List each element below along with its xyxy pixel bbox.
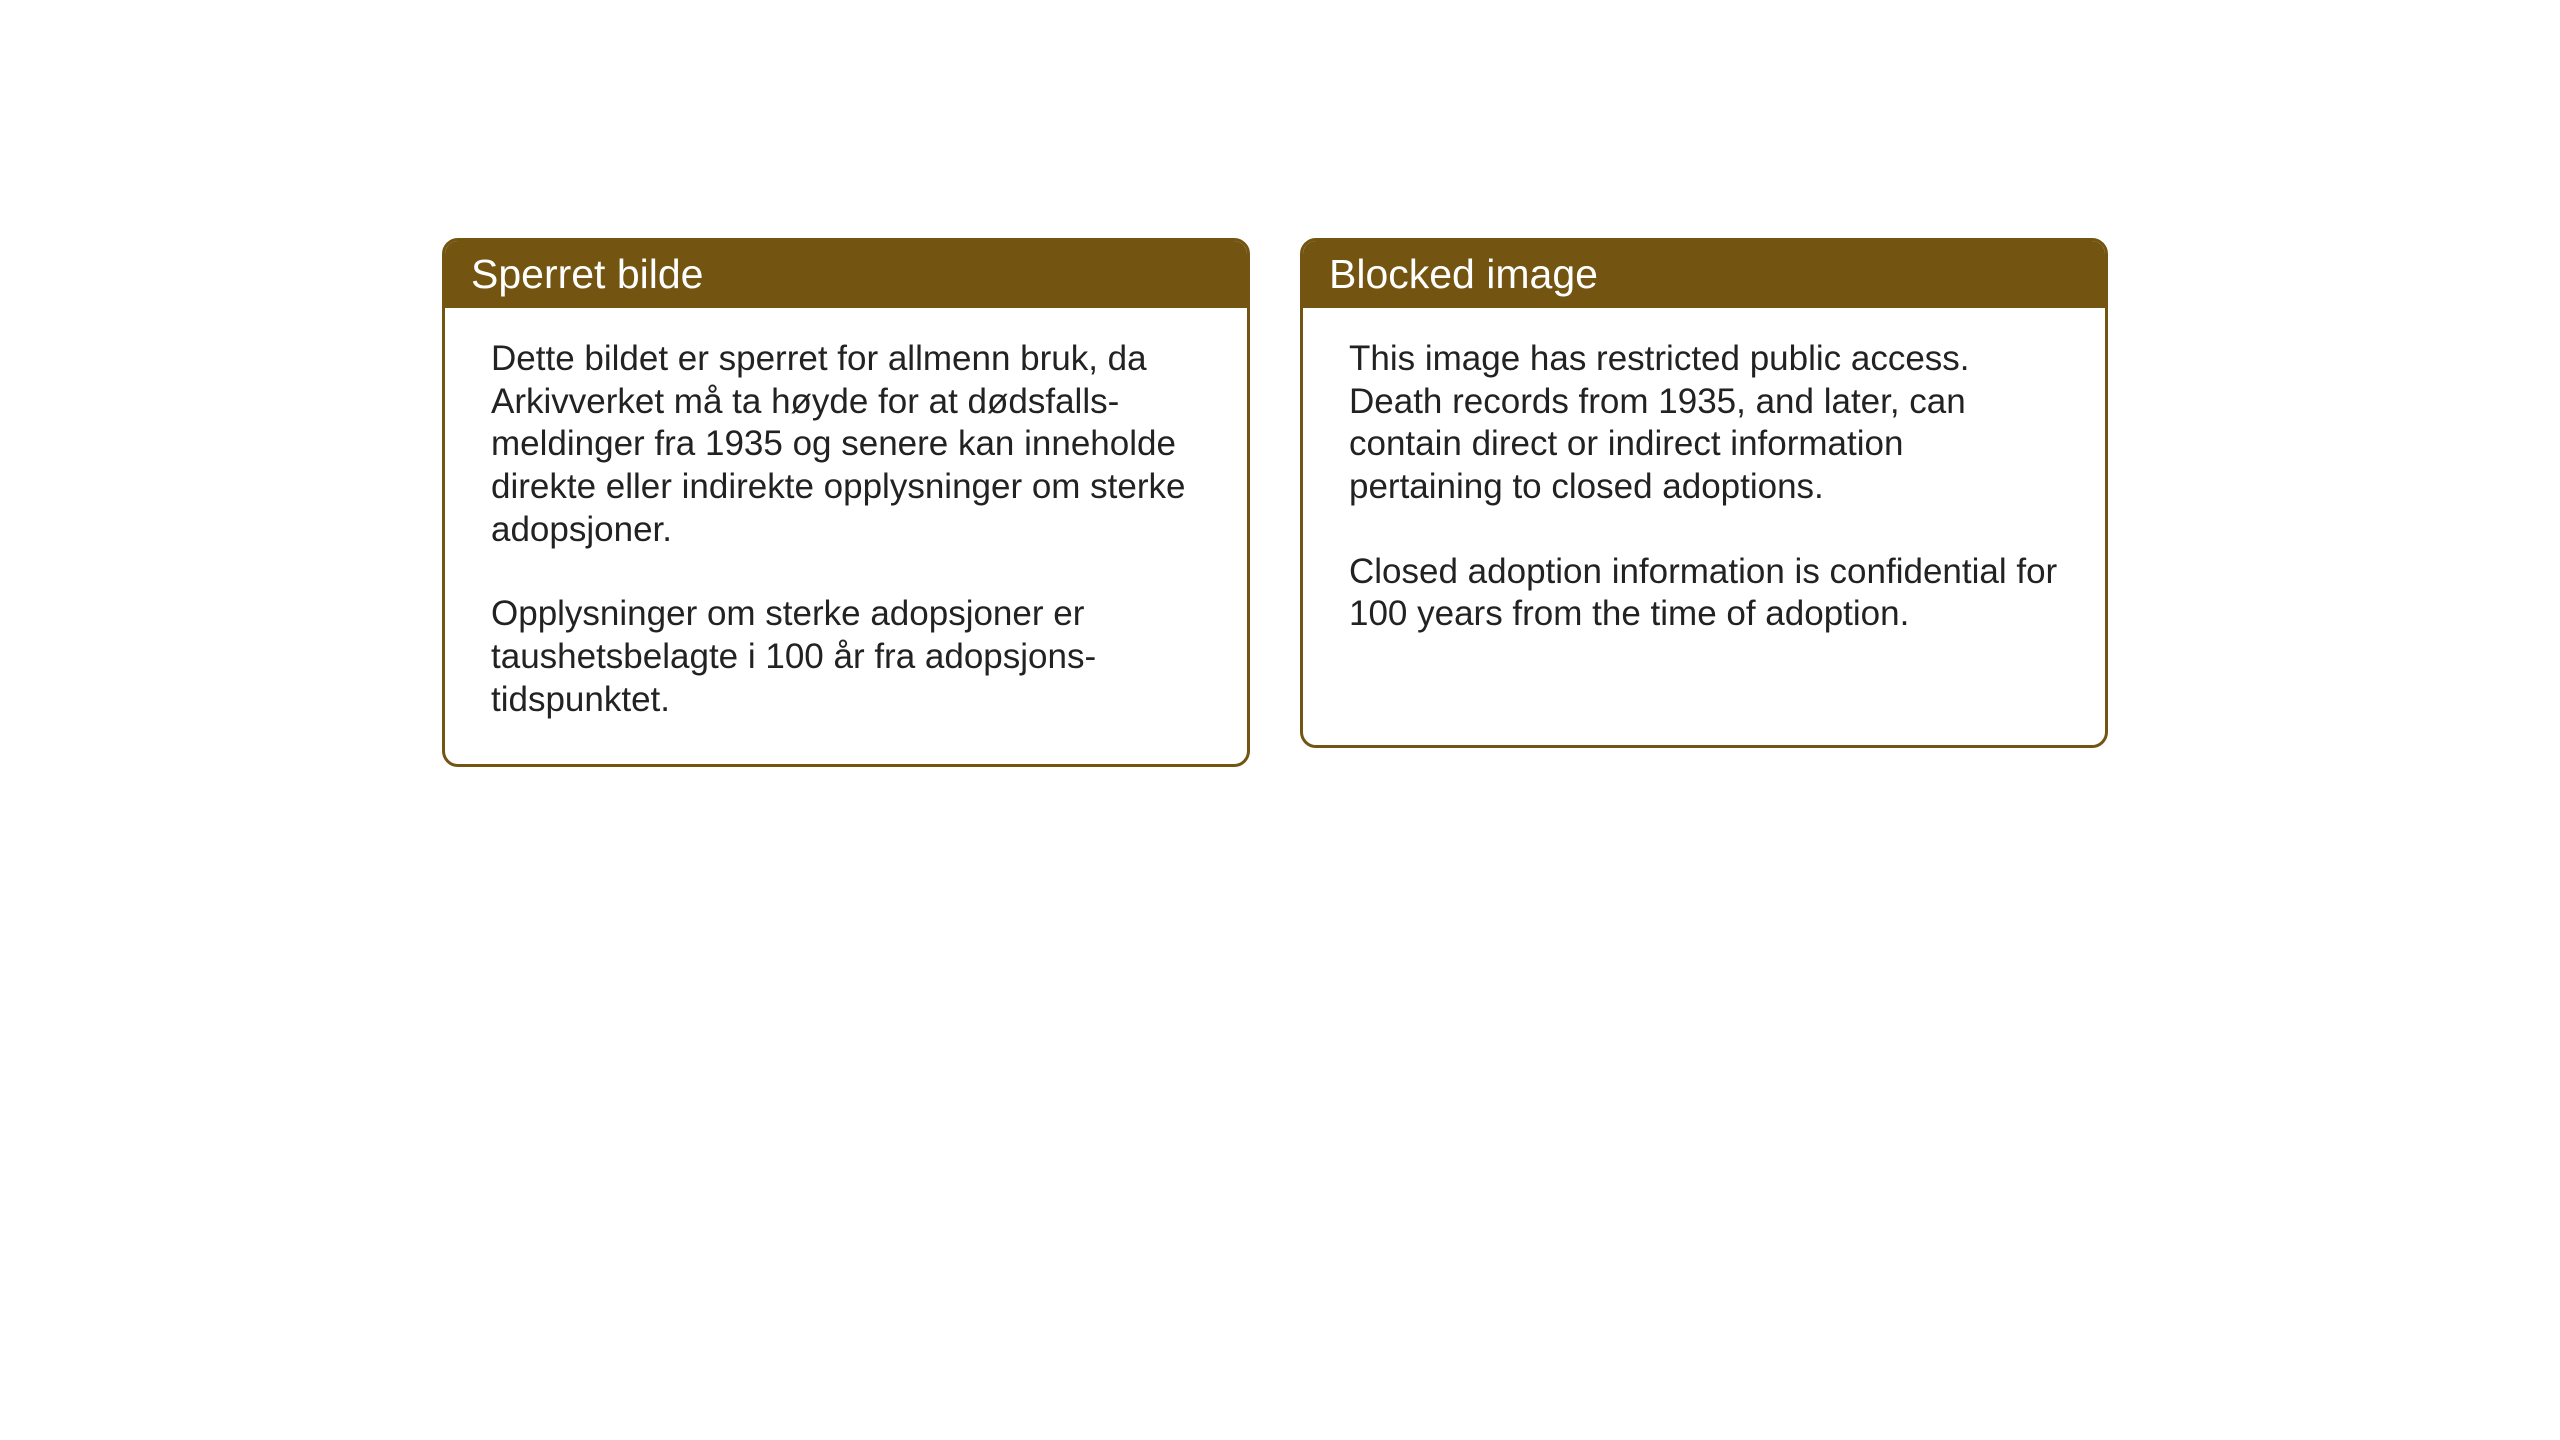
card-body-norwegian: Dette bildet er sperret for allmenn bruk…	[445, 308, 1247, 764]
card-header-english: Blocked image	[1303, 241, 2105, 308]
card-paragraph: Opplysninger om sterke adopsjoner er tau…	[491, 593, 1201, 721]
card-title: Sperret bilde	[471, 251, 703, 297]
cards-container: Sperret bilde Dette bildet er sperret fo…	[0, 0, 2560, 767]
card-body-english: This image has restricted public access.…	[1303, 308, 2105, 678]
card-header-norwegian: Sperret bilde	[445, 241, 1247, 308]
card-norwegian: Sperret bilde Dette bildet er sperret fo…	[442, 238, 1250, 767]
card-paragraph: Dette bildet er sperret for allmenn bruk…	[491, 338, 1201, 551]
card-paragraph: This image has restricted public access.…	[1349, 338, 2059, 509]
card-paragraph: Closed adoption information is confident…	[1349, 551, 2059, 636]
card-title: Blocked image	[1329, 251, 1598, 297]
card-english: Blocked image This image has restricted …	[1300, 238, 2108, 748]
